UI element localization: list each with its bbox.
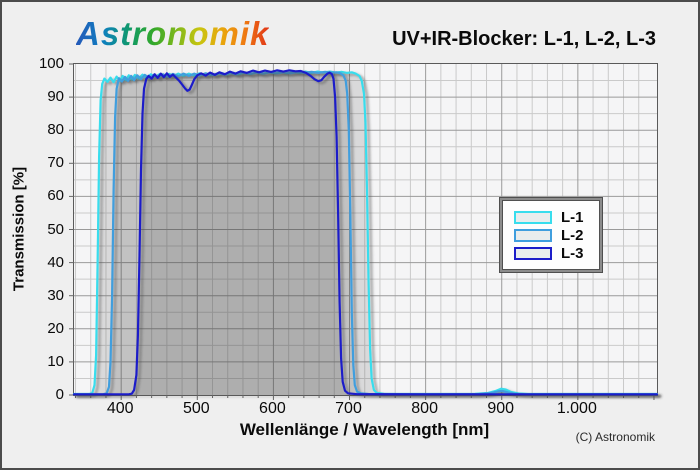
y-tick-label-80: 80 (47, 121, 64, 139)
y-tick-label-40: 40 (47, 253, 64, 271)
chart-title: UV+IR-Blocker: L-1, L-2, L-3 (392, 28, 656, 50)
x-tick-label-600: 600 (259, 400, 286, 417)
copyright-text: (C) Astronomik (575, 430, 655, 444)
legend-label-l2: L-2 (561, 227, 584, 244)
transmission-curves (72, 69, 659, 396)
x-tick-labels: 400 500 600 700 800 900 1.000 (73, 398, 656, 418)
legend-item-l2: L-2 (514, 227, 600, 244)
x-tick-label-400: 400 (106, 400, 134, 417)
curve-l-3 (72, 69, 659, 396)
legend-swatch-l1 (514, 211, 552, 224)
x-tick-label-900: 900 (487, 400, 515, 417)
legend-swatch-l3 (514, 247, 552, 260)
y-tick-labels: 0 10 20 30 40 50 60 70 80 90 100 (2, 55, 68, 403)
y-tick-label-0: 0 (55, 386, 64, 403)
legend-label-l3: L-3 (561, 245, 584, 262)
axis-tick-marks (69, 63, 655, 400)
y-tick-label-90: 90 (47, 88, 64, 106)
x-tick-label-1.000: 1.000 (556, 400, 597, 417)
astronomik-logo: Astronomik (76, 15, 270, 52)
y-tick-label-30: 30 (47, 286, 64, 304)
y-tick-label-70: 70 (47, 154, 64, 172)
plot-svg (69, 63, 659, 400)
legend-swatch-l2 (514, 229, 552, 242)
y-tick-label-20: 20 (47, 319, 64, 337)
legend-label-l1: L-1 (561, 209, 584, 226)
x-tick-label-800: 800 (411, 400, 438, 417)
legend-item-l3: L-3 (514, 245, 600, 262)
legend: L-1 L-2 L-3 (499, 197, 603, 273)
y-tick-label-60: 60 (47, 187, 64, 205)
x-axis-label: Wellenlänge / Wavelength [nm] (239, 420, 490, 439)
band-fill-l-3 (74, 70, 657, 396)
series-l-3 (72, 69, 659, 396)
legend-item-l1: L-1 (514, 209, 600, 226)
y-tick-label-50: 50 (47, 220, 64, 238)
x-tick-label-500: 500 (182, 400, 210, 417)
x-tick-label-700: 700 (335, 400, 362, 417)
y-tick-label-10: 10 (47, 352, 64, 370)
y-tick-label-100: 100 (38, 55, 64, 72)
